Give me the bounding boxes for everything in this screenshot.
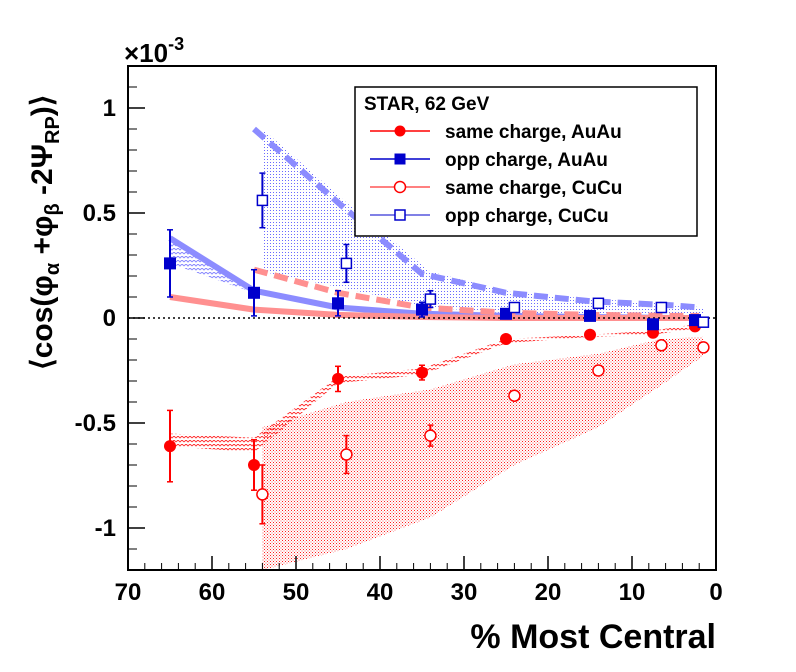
x-tick-label: 60	[199, 579, 226, 606]
legend-marker-filled-square	[394, 153, 406, 165]
axis-multiplier: ×10-3	[124, 34, 184, 68]
data-point	[584, 309, 596, 322]
svg-text:same charge, AuAu: same charge, AuAu	[445, 122, 622, 143]
data-point	[416, 303, 428, 316]
x-tick-label: 40	[367, 579, 394, 606]
y-tick-label: 0	[103, 305, 116, 332]
systematic-band	[262, 129, 704, 314]
systematic-band	[170, 324, 695, 453]
data-point	[164, 257, 176, 270]
legend: STAR, 62 GeV same charge, AuAu opp charg…	[354, 86, 698, 237]
data-point	[332, 372, 344, 385]
data-point	[248, 459, 260, 471]
x-tick-label: 70	[115, 579, 142, 606]
data-point	[508, 301, 521, 314]
data-point	[697, 341, 710, 354]
data-point	[592, 364, 605, 377]
x-tick-label: 50	[283, 579, 310, 606]
legend-marker-filled-circle	[394, 125, 406, 137]
data-point	[332, 297, 344, 310]
axis-ticks: 70 60 50 40 30 20 10 0 -1 -0.5 0 0.5 1	[75, 65, 723, 606]
data-point	[164, 440, 176, 453]
legend-entry-same-cucu: same charge, CuCu	[370, 178, 622, 199]
data-point	[592, 297, 605, 310]
y-tick-label: 1	[103, 95, 116, 122]
x-tick-label: 0	[709, 579, 722, 606]
series-open-square	[256, 172, 710, 328]
data-points	[164, 172, 710, 525]
data-point	[647, 318, 659, 331]
y-axis-title: ⟨cos(φα +φβ -2ΨRP)⟩	[26, 95, 64, 371]
legend-marker-open-circle	[393, 180, 407, 194]
y-tick-label: 0.5	[83, 200, 116, 227]
series-open-circle	[256, 339, 710, 525]
data-point	[256, 488, 269, 501]
data-point	[508, 389, 521, 402]
svg-text:opp charge, AuAu: opp charge, AuAu	[445, 150, 608, 171]
x-tick-label: 30	[451, 579, 478, 606]
data-point	[424, 429, 437, 442]
data-point	[500, 333, 512, 345]
series-filled-square	[164, 229, 701, 331]
y-tick-label: -0.5	[75, 410, 116, 437]
legend-entry-opp-cucu: opp charge, CuCu	[370, 206, 609, 227]
legend-marker-open-square	[394, 209, 406, 221]
theory-curve	[252, 126, 700, 311]
systematic-bands	[170, 129, 704, 570]
data-point	[655, 301, 668, 314]
data-point	[340, 257, 353, 270]
svg-text:same charge, CuCu: same charge, CuCu	[445, 178, 622, 199]
data-point	[655, 339, 668, 352]
legend-entry-opp-auau: opp charge, AuAu	[370, 150, 608, 171]
data-point	[416, 366, 428, 379]
series-filled-circle	[164, 320, 701, 491]
systematic-band	[262, 336, 704, 570]
legend-entry-same-auau: same charge, AuAu	[370, 122, 622, 143]
svg-text:opp charge, CuCu: opp charge, CuCu	[445, 206, 609, 227]
data-point	[248, 286, 260, 299]
data-point	[697, 316, 710, 328]
x-tick-label: 10	[619, 579, 646, 606]
x-tick-label: 20	[535, 579, 562, 606]
x-axis-title: % Most Central	[470, 618, 716, 656]
data-point	[424, 293, 437, 305]
y-tick-label: -1	[95, 515, 116, 542]
data-point	[256, 194, 269, 207]
legend-box	[354, 86, 698, 237]
data-point	[340, 448, 353, 461]
legend-header: STAR, 62 GeV	[364, 94, 490, 115]
data-point	[584, 328, 596, 341]
